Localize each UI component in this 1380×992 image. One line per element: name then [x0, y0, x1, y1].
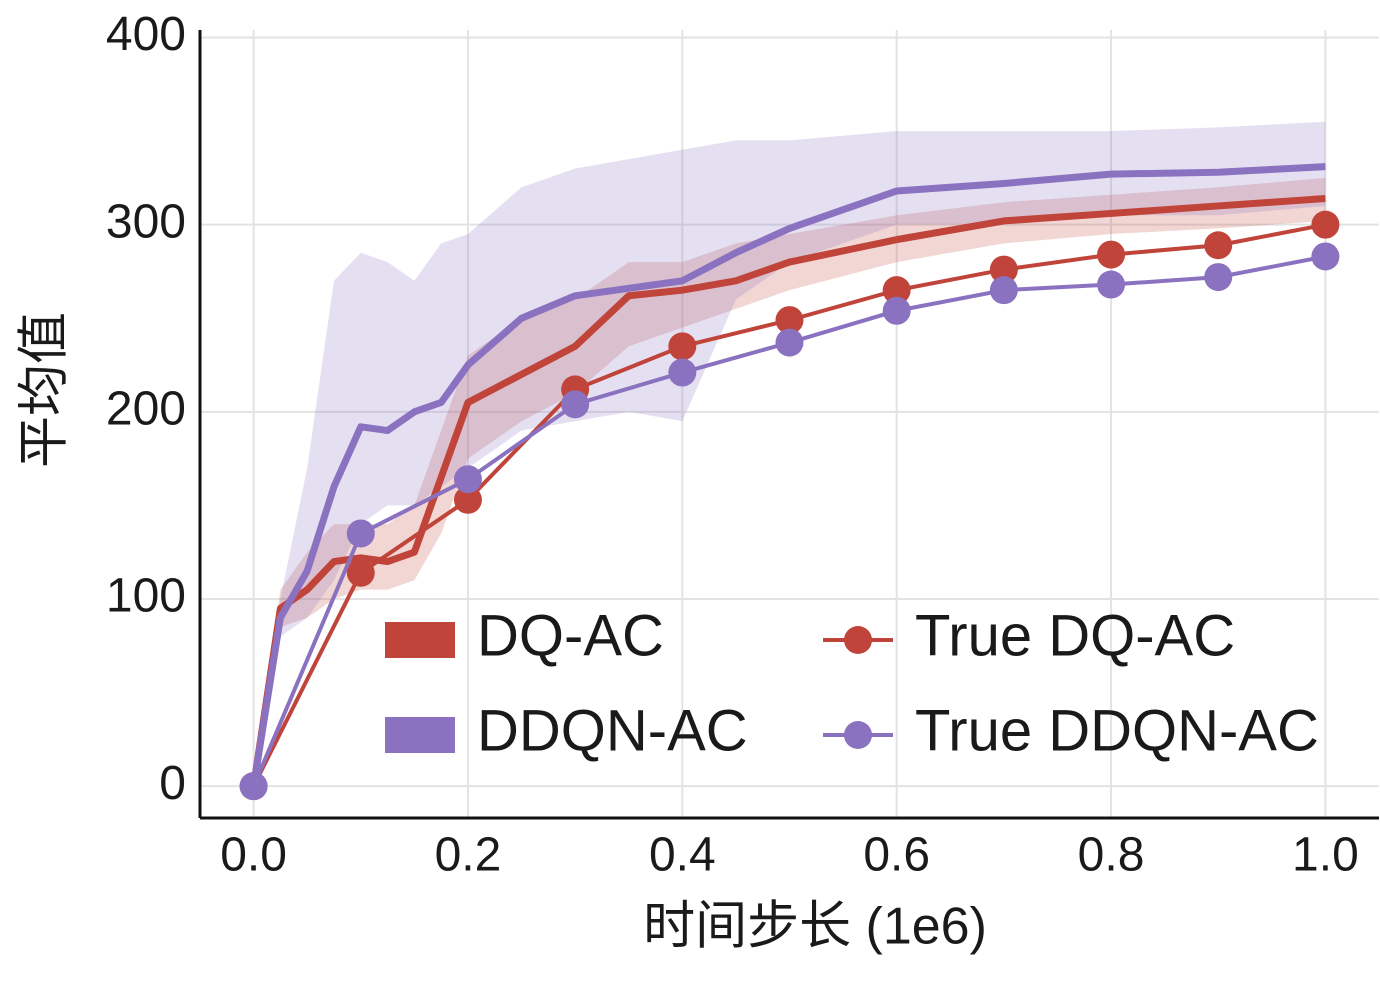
marker — [668, 358, 697, 387]
band — [253, 177, 1326, 787]
legend-swatch — [844, 721, 872, 749]
marker — [1311, 242, 1340, 271]
marker — [1204, 231, 1233, 260]
marker — [668, 332, 697, 361]
x-tick-label: 0.0 — [220, 829, 287, 882]
x-axis-label: 时间步长 (1e6) — [643, 898, 987, 956]
legend-label: True DQ-AC — [915, 603, 1235, 668]
marker — [453, 465, 482, 494]
legend-swatch — [385, 717, 455, 753]
legend-label: True DDQN-AC — [915, 698, 1319, 763]
marker — [1097, 240, 1126, 269]
marker — [775, 306, 804, 335]
band — [253, 121, 1326, 787]
marker — [239, 772, 268, 801]
x-tick-label: 0.2 — [435, 829, 502, 882]
x-tick-label: 0.6 — [863, 829, 930, 882]
marker — [1311, 210, 1340, 239]
x-tick-label: 1.0 — [1292, 829, 1359, 882]
y-tick-label: 400 — [106, 8, 186, 61]
line — [250, 194, 1326, 787]
x-tick-label: 0.4 — [649, 829, 716, 882]
marker — [989, 255, 1018, 284]
marker — [882, 276, 911, 305]
marker — [882, 296, 911, 325]
y-tick-label: 200 — [106, 383, 186, 436]
marker — [989, 276, 1018, 305]
x-tick-label: 0.8 — [1078, 829, 1145, 882]
y-axis-label: 平均值 — [16, 312, 74, 468]
marker — [775, 328, 804, 357]
y-tick-label: 0 — [159, 757, 186, 810]
y-tick-label: 300 — [106, 195, 186, 248]
legend-swatch — [844, 626, 872, 654]
marker — [1097, 270, 1126, 299]
marker — [561, 390, 590, 419]
line — [250, 163, 1326, 787]
marker — [346, 558, 375, 587]
legend-swatch — [385, 622, 455, 658]
y-tick-label: 100 — [106, 570, 186, 623]
marker — [453, 485, 482, 514]
marker — [346, 519, 375, 548]
marker — [1204, 263, 1233, 292]
legend-label: DQ-AC — [477, 603, 664, 668]
legend-label: DDQN-AC — [477, 698, 748, 763]
